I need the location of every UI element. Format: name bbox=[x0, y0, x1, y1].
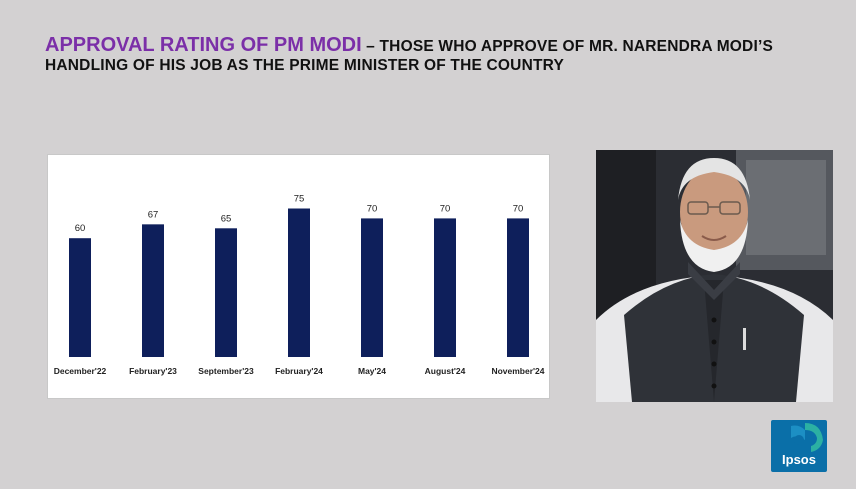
data-label-3: 75 bbox=[294, 194, 305, 205]
portrait-photo bbox=[596, 150, 833, 402]
category-label-5: August'24 bbox=[425, 366, 466, 376]
ipsos-logo-icon bbox=[771, 420, 827, 472]
category-label-3: February'24 bbox=[275, 366, 323, 376]
data-label-6: 70 bbox=[513, 203, 524, 214]
portrait-photo-icon bbox=[596, 150, 833, 402]
category-label-1: February'23 bbox=[129, 366, 177, 376]
category-label-6: November'24 bbox=[491, 366, 544, 376]
ipsos-logo-text: Ipsos bbox=[782, 452, 816, 467]
title-rest: – THOSE WHO APPROVE OF MR. NARENDRA MODI… bbox=[45, 38, 774, 74]
data-label-0: 60 bbox=[75, 223, 86, 234]
bar-2 bbox=[215, 228, 237, 357]
ipsos-logo: Ipsos bbox=[771, 420, 827, 472]
category-label-4: May'24 bbox=[358, 366, 386, 376]
category-label-0: December'22 bbox=[54, 366, 107, 376]
approval-chart-panel: 60 December'22 67 February'23 65 September'23… bbox=[47, 154, 550, 399]
approval-bar-chart: 60 December'22 67 February'23 65 September'23… bbox=[54, 194, 545, 377]
data-label-2: 65 bbox=[221, 213, 232, 224]
bar-5 bbox=[434, 218, 456, 357]
slide-title: APPROVAL RATING OF PM MODI – THOSE WHO A… bbox=[45, 34, 785, 75]
data-label-1: 67 bbox=[148, 209, 159, 220]
bar-1 bbox=[142, 224, 164, 357]
bar-6 bbox=[507, 218, 529, 357]
bar-4 bbox=[361, 218, 383, 357]
title-highlight: APPROVAL RATING OF PM MODI bbox=[45, 34, 362, 56]
bar-0 bbox=[69, 238, 91, 357]
data-label-5: 70 bbox=[440, 203, 451, 214]
category-label-2: September'23 bbox=[198, 366, 254, 376]
data-label-4: 70 bbox=[367, 203, 378, 214]
bar-3 bbox=[288, 208, 310, 357]
